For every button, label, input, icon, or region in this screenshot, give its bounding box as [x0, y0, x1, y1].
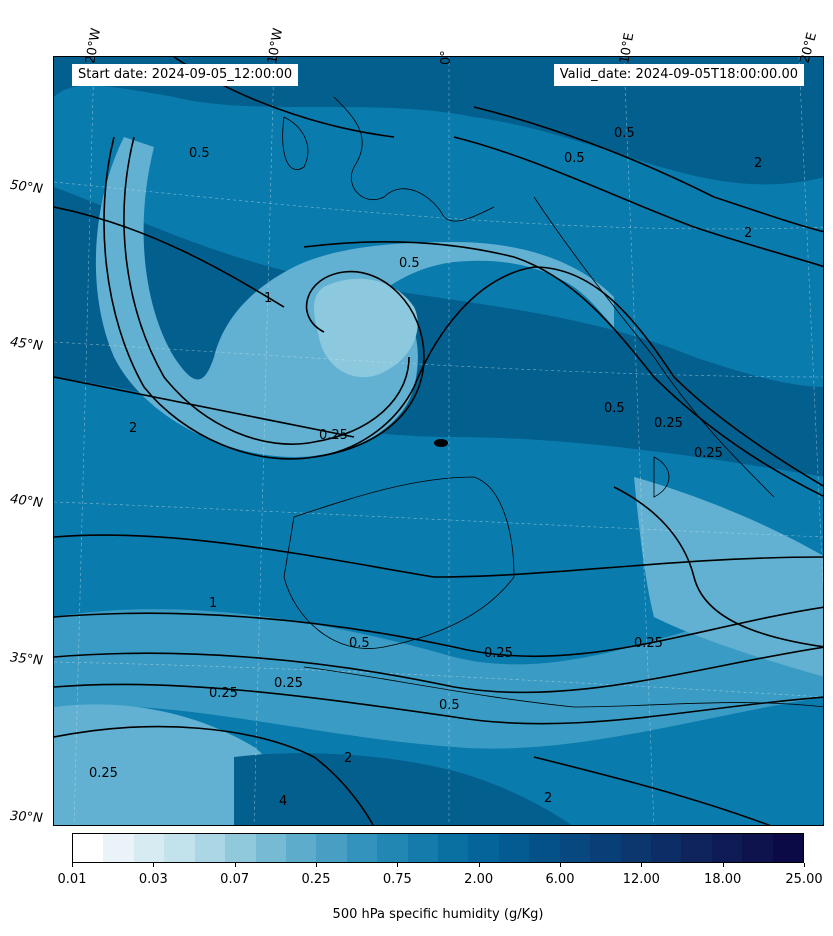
map-panel: 0.5 1 0.25 0.5 0.5 0.5 0.5 0.25 0.25 2 1…	[53, 56, 824, 826]
colorbar-tick-label: 0.01	[57, 872, 87, 887]
lat-label-50n: 50°N	[9, 177, 44, 198]
colorbar-cell	[468, 834, 499, 862]
colorbar-cell	[620, 834, 652, 862]
contour-label: 0.25	[694, 446, 723, 461]
colorbar-cell	[529, 834, 560, 862]
colorbar-tick-label: 6.00	[545, 872, 575, 887]
contour-label: 0.25	[319, 428, 348, 443]
colorbar-cell	[681, 834, 712, 862]
colorbar-label: 500 hPa specific humidity (g/Kg)	[332, 907, 544, 922]
colorbar-cell	[316, 834, 347, 862]
colorbar-tick-label: 25.00	[785, 872, 823, 887]
lat-label-30n: 30°N	[9, 808, 44, 827]
contour-label: 0.5	[349, 636, 370, 651]
contour-label: 1	[209, 596, 217, 611]
contour-label: 0.5	[564, 151, 585, 166]
colorbar-cell	[711, 834, 743, 862]
colorbar-cell	[225, 834, 256, 862]
contour-label: 4	[279, 794, 287, 809]
colorbar-cell	[194, 834, 226, 862]
south-west-dry-region	[54, 704, 286, 825]
colorbar-cell	[346, 834, 378, 862]
colorbar-tick-mark	[316, 863, 317, 867]
colorbar-cell	[742, 834, 773, 862]
contour-label: 0.25	[274, 676, 303, 691]
contour-label: 2	[129, 421, 137, 436]
colorbar-tick-label: 0.75	[382, 872, 412, 887]
colorbar-tick-mark	[234, 863, 236, 867]
southern-dry-band	[54, 597, 823, 749]
lon-label-0: 0°	[439, 50, 454, 65]
sahara-moist-region	[234, 753, 572, 825]
contour-label: 0.5	[604, 401, 625, 416]
colorbar-cell	[438, 834, 469, 862]
colorbar-tick-mark	[72, 863, 73, 867]
humidity-map: 0.5 1 0.25 0.5 0.5 0.5 0.5 0.25 0.25 2 1…	[54, 57, 823, 825]
contour-label: 2	[754, 156, 762, 171]
northern-moist-band	[54, 57, 823, 185]
contour-label: 0.25	[89, 766, 118, 781]
contour-label: 0.5	[439, 698, 460, 713]
colorbar-cell	[559, 834, 591, 862]
lat-label-35n: 35°N	[9, 650, 44, 669]
colorbar-cell	[103, 834, 134, 862]
contour-label: 0.5	[399, 256, 420, 271]
lat-label-45n: 45°N	[9, 334, 44, 355]
lat-label-40n: 40°N	[9, 491, 44, 512]
eastern-dry-region	[634, 477, 823, 677]
contour-label: 0.5	[189, 146, 210, 161]
contour-label: 0.25	[209, 686, 238, 701]
contour-label: 0.25	[634, 636, 663, 651]
colorbar-cell	[407, 834, 439, 862]
dry-core	[314, 278, 418, 378]
contour-label-group: 0.5 1 0.25 0.5 0.5 0.5 0.5 0.25 0.25 2 1…	[89, 126, 762, 809]
moist-spot	[434, 439, 448, 447]
colorbar-cell	[133, 834, 165, 862]
colorbar-tick-mark	[722, 863, 724, 867]
contour-label: 2	[344, 751, 352, 766]
colorbar-tick-label: 0.25	[301, 872, 331, 887]
colorbar-tick-mark	[397, 863, 399, 867]
start-date-label: Start date: 2024-09-05_12:00:00	[72, 64, 299, 86]
colorbar-tick-label: 0.07	[220, 872, 250, 887]
colorbar-tick-label: 18.00	[704, 872, 742, 887]
contour-label: 0.25	[654, 416, 683, 431]
colorbar-cell	[73, 834, 104, 862]
colorbar-tick-mark	[478, 863, 480, 867]
coastlines	[282, 96, 823, 708]
colorbar-cell	[255, 834, 286, 862]
colorbar-tick-label: 0.03	[138, 872, 168, 887]
contour-label: 0.5	[614, 126, 635, 141]
colorbar-tick-label: 12.00	[622, 872, 660, 887]
contour-label: 0.25	[484, 646, 513, 661]
colorbar-tick-mark	[560, 863, 561, 867]
colorbar-cell	[772, 834, 804, 862]
contour-label: 2	[744, 226, 752, 241]
contour-label: 1	[264, 291, 272, 306]
colorbar	[72, 833, 804, 863]
colorbar-cell	[590, 834, 621, 862]
graticule	[54, 57, 823, 825]
colorbar-cell	[651, 834, 682, 862]
colorbar-cell	[377, 834, 408, 862]
colorbar-tick-label: 2.00	[464, 872, 494, 887]
colorbar-cell	[164, 834, 195, 862]
colorbar-cell	[285, 834, 317, 862]
contour-label: 2	[544, 791, 552, 806]
colorbar-tick-mark	[804, 863, 805, 867]
colorbar-cell	[498, 834, 530, 862]
colorbar-tick-mark	[641, 863, 643, 867]
valid-date-label: Valid_date: 2024-09-05T18:00:00.00	[553, 64, 804, 86]
colorbar-tick-mark	[153, 863, 155, 867]
